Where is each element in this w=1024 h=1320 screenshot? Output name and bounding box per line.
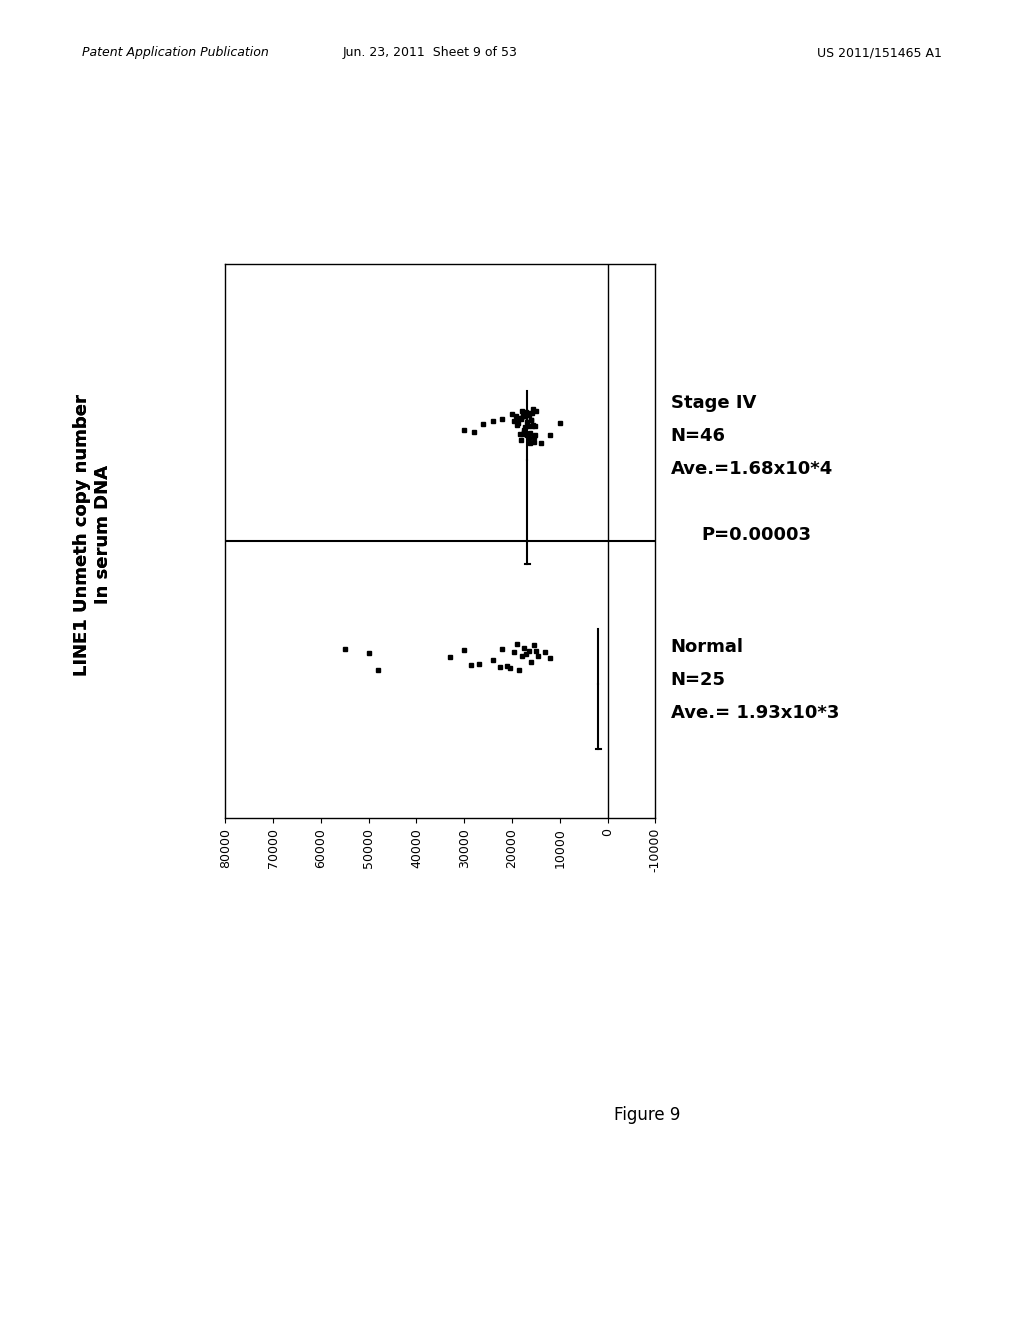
Text: Ave.=1.68x10*4: Ave.=1.68x10*4 — [671, 459, 833, 478]
Text: N=46: N=46 — [671, 426, 726, 445]
Text: Figure 9: Figure 9 — [614, 1106, 681, 1125]
Text: Jun. 23, 2011  Sheet 9 of 53: Jun. 23, 2011 Sheet 9 of 53 — [343, 46, 517, 59]
Text: LINE1 Unmeth copy number
In serum DNA: LINE1 Unmeth copy number In serum DNA — [73, 393, 112, 676]
Text: Normal: Normal — [671, 638, 743, 656]
Text: Patent Application Publication: Patent Application Publication — [82, 46, 268, 59]
Text: Stage IV: Stage IV — [671, 393, 756, 412]
Text: LINE1 Unmeth copy number
In serum DNA: LINE1 Unmeth copy number In serum DNA — [73, 393, 112, 676]
Text: US 2011/151465 A1: US 2011/151465 A1 — [817, 46, 942, 59]
Text: P=0.00003: P=0.00003 — [701, 525, 811, 544]
Text: N=25: N=25 — [671, 671, 726, 689]
Text: Ave.= 1.93x10*3: Ave.= 1.93x10*3 — [671, 704, 839, 722]
